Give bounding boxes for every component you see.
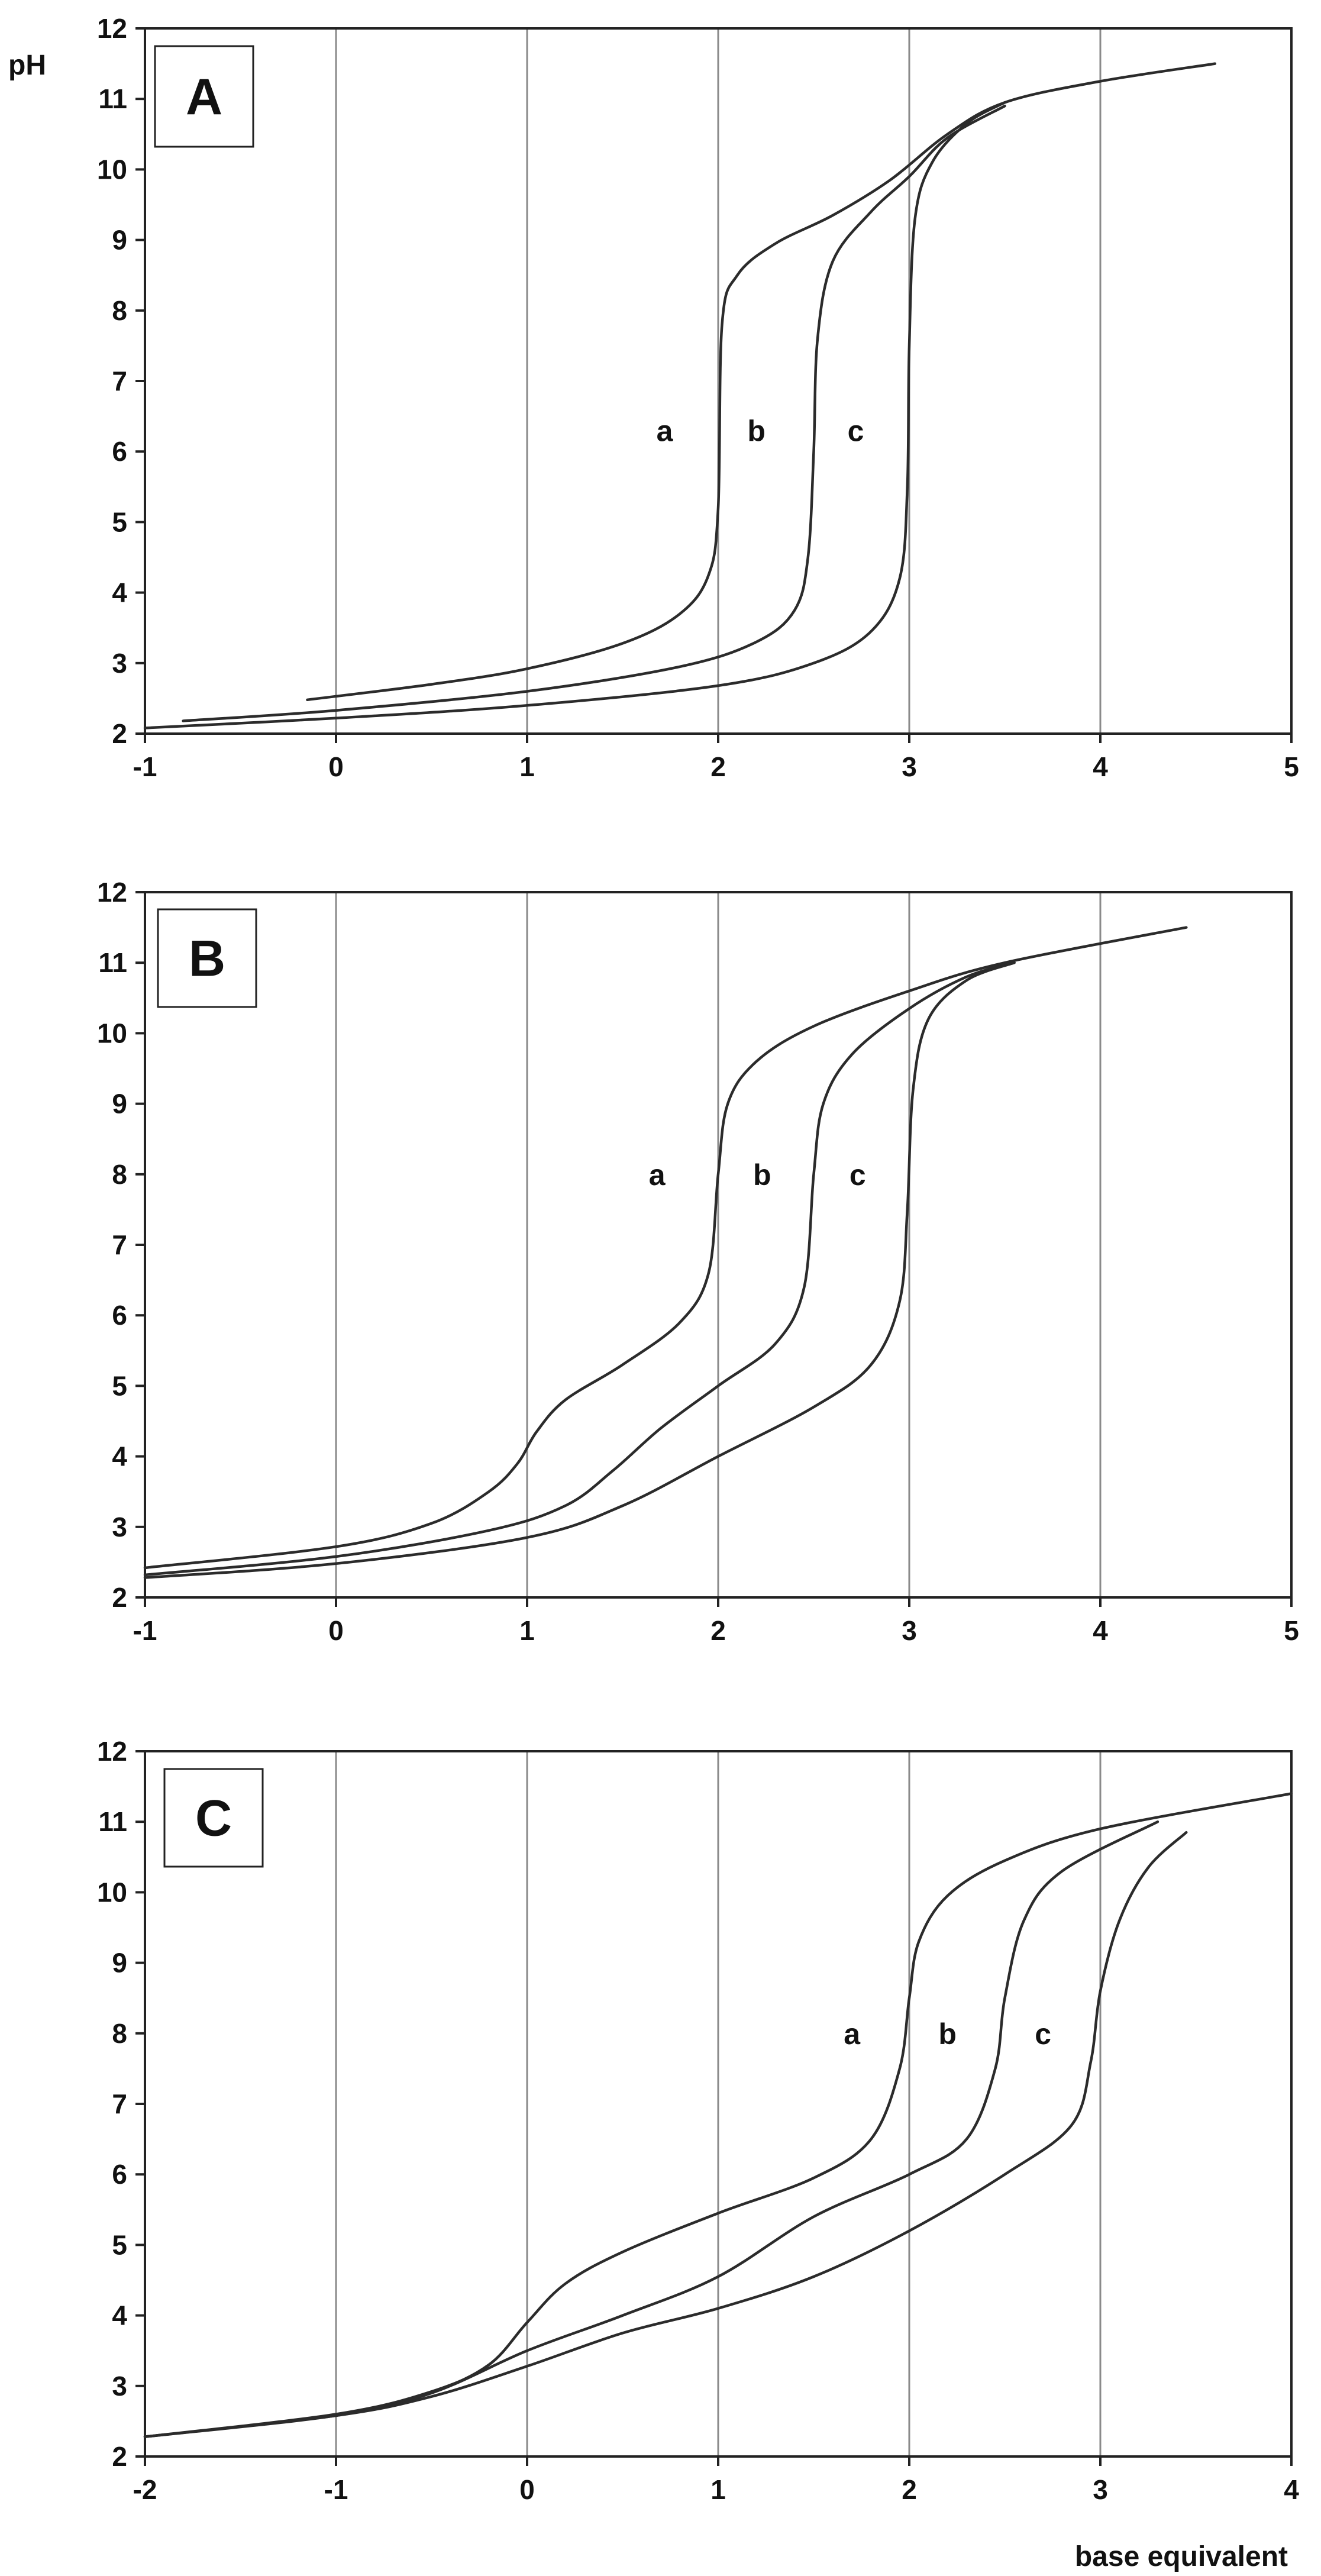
y-tick-label: 10 xyxy=(97,1018,127,1048)
y-tick-label: 11 xyxy=(98,947,127,978)
y-axis-title: pH xyxy=(8,50,46,81)
y-tick-label: 6 xyxy=(112,2159,127,2190)
curve-c xyxy=(143,101,1006,729)
curve-label-c: c xyxy=(1035,2017,1051,2051)
curve-label-b: b xyxy=(753,1158,771,1192)
y-tick-label: 8 xyxy=(112,2018,127,2049)
curve-b xyxy=(182,104,1006,722)
y-tick-label: 9 xyxy=(112,1948,127,1978)
curve-label-a: a xyxy=(649,1158,666,1192)
y-tick-label: 11 xyxy=(98,83,127,114)
y-tick-label: 9 xyxy=(112,1089,127,1119)
y-tick-label: 3 xyxy=(112,2371,127,2401)
y-tick-label: 11 xyxy=(98,1806,127,1837)
x-tick-label: 1 xyxy=(710,2474,726,2505)
y-tick-label: 7 xyxy=(112,366,127,396)
x-tick-label: 0 xyxy=(328,1615,344,1646)
panel-label-box xyxy=(163,1768,264,1868)
y-tick-label: 12 xyxy=(97,1736,127,1767)
curve-a xyxy=(143,926,1188,1570)
y-tick-label: 4 xyxy=(112,577,127,608)
y-tick-label: 5 xyxy=(112,506,127,537)
curve-c xyxy=(143,1831,1188,2438)
y-tick-label: 4 xyxy=(112,2300,127,2331)
y-tick-label: 9 xyxy=(112,225,127,256)
y-tick-label: 7 xyxy=(112,1229,127,1260)
curve-b xyxy=(143,1820,1159,2438)
y-tick-label: 6 xyxy=(112,1300,127,1331)
y-tick-label: 5 xyxy=(112,2229,127,2260)
y-tick-label: 10 xyxy=(97,154,127,185)
x-tick-label: 2 xyxy=(902,2474,917,2505)
y-tick-label: 4 xyxy=(112,1441,127,1472)
y-tick-label: 8 xyxy=(112,1159,127,1190)
panel-label-box xyxy=(154,45,254,148)
x-tick-label: 5 xyxy=(1284,751,1299,782)
y-tick-label: 10 xyxy=(97,1877,127,1907)
x-tick-label: 1 xyxy=(519,751,535,782)
x-tick-label: 0 xyxy=(328,751,344,782)
x-tick-label: 2 xyxy=(710,751,726,782)
curve-label-c: c xyxy=(848,414,864,447)
x-tick-label: 4 xyxy=(1284,2474,1299,2505)
curve-label-b: b xyxy=(747,414,766,447)
x-tick-label: -2 xyxy=(133,2474,157,2505)
y-tick-label: 2 xyxy=(112,718,127,749)
curve-c xyxy=(143,961,1016,1579)
curve-label-a: a xyxy=(657,414,674,447)
y-tick-label: 12 xyxy=(97,877,127,908)
y-tick-label: 2 xyxy=(112,1582,127,1613)
y-tick-label: 3 xyxy=(112,648,127,679)
x-tick-label: 3 xyxy=(902,751,917,782)
y-tick-label: 3 xyxy=(112,1512,127,1542)
panel-label: C xyxy=(195,1790,232,1847)
x-tick-label: 1 xyxy=(519,1615,535,1646)
x-tick-label: 3 xyxy=(902,1615,917,1646)
x-tick-label: 3 xyxy=(1093,2474,1108,2505)
panel-label: A xyxy=(186,69,222,125)
panel-label-box xyxy=(157,908,257,1008)
y-tick-label: 6 xyxy=(112,436,127,467)
y-tick-label: 12 xyxy=(97,13,127,44)
curve-label-a: a xyxy=(844,2017,861,2051)
curve-a xyxy=(306,62,1217,702)
x-tick-label: -1 xyxy=(133,1615,157,1646)
x-tick-label: 4 xyxy=(1093,1615,1108,1646)
curve-label-b: b xyxy=(938,2017,957,2051)
x-tick-label: 5 xyxy=(1284,1615,1299,1646)
x-axis-title: base equivalent xyxy=(1075,2541,1288,2572)
x-tick-label: 2 xyxy=(710,1615,726,1646)
x-tick-label: 4 xyxy=(1093,751,1108,782)
x-tick-label: 0 xyxy=(519,2474,535,2505)
curve-label-c: c xyxy=(850,1158,866,1192)
x-tick-label: -1 xyxy=(324,2474,348,2505)
y-tick-label: 7 xyxy=(112,2088,127,2119)
x-tick-label: -1 xyxy=(133,751,157,782)
panel-label: B xyxy=(189,931,225,987)
y-tick-label: 8 xyxy=(112,295,127,326)
y-tick-label: 5 xyxy=(112,1370,127,1401)
y-tick-label: 2 xyxy=(112,2441,127,2472)
curve-b xyxy=(143,961,1016,1577)
